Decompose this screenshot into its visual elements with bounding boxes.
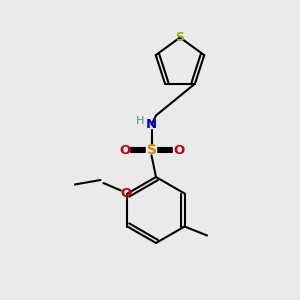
Text: O: O bbox=[120, 187, 131, 200]
Text: O: O bbox=[173, 143, 184, 157]
Text: S: S bbox=[146, 143, 157, 157]
Text: N: N bbox=[146, 118, 157, 131]
Text: O: O bbox=[119, 143, 130, 157]
Text: S: S bbox=[176, 31, 184, 44]
Text: H: H bbox=[136, 116, 144, 126]
